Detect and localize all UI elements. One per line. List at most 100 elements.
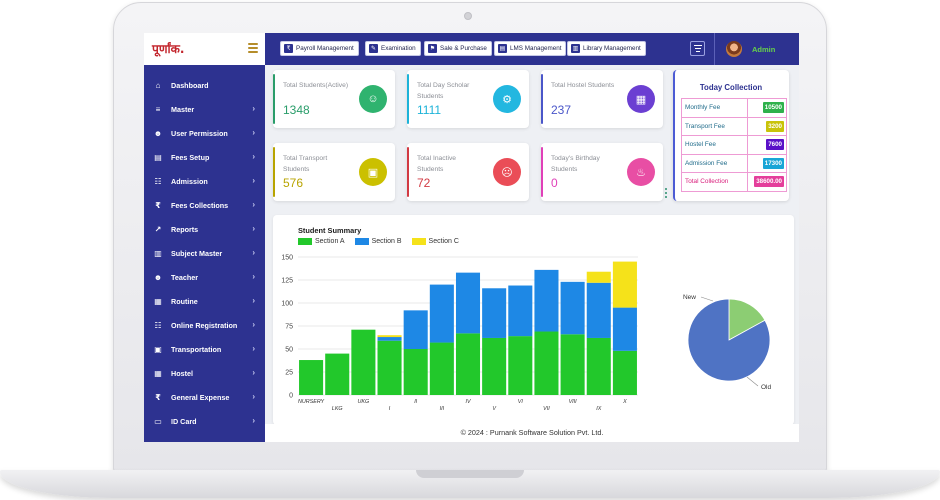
sidebar-item-transportation[interactable]: ▣ Transportation › <box>144 337 265 361</box>
top-button-label: Payroll Management <box>296 45 354 52</box>
stat-card[interactable]: Total Inactive Students 72 ☹ <box>407 143 529 201</box>
legend-label: Section B <box>371 238 402 245</box>
bar-segment-section-a[interactable] <box>429 342 454 395</box>
app-screen: पूर्णांक. ⌂ Dashboard ≡ Master › ☻ User Permis… <box>144 33 799 442</box>
top-button-sale-purchase[interactable]: ⚑ Sale & Purchase <box>424 41 492 56</box>
bar-segment-section-a[interactable] <box>482 337 507 395</box>
chevron-right-icon: › <box>252 176 255 185</box>
bar-segment-section-b[interactable] <box>586 282 611 338</box>
sidebar-item-fees-setup[interactable]: ▤ Fees Setup › <box>144 145 265 169</box>
bar-segment-section-a[interactable] <box>534 331 559 395</box>
sidebar-item-online-registration[interactable]: ☷ Online Registration › <box>144 313 265 337</box>
bar-segment-section-b[interactable] <box>612 307 637 351</box>
x-tick-label: NURSERY <box>298 399 325 405</box>
collection-value: 7600 <box>766 139 784 151</box>
more-options-icon[interactable] <box>665 188 668 200</box>
bar-segment-section-b[interactable] <box>429 284 454 343</box>
bar-segment-section-c[interactable] <box>612 261 637 308</box>
bar-segment-section-b[interactable] <box>455 272 481 334</box>
bar-segment-section-b[interactable] <box>482 288 507 338</box>
bar-segment-section-a[interactable] <box>586 337 611 395</box>
chevron-right-icon: › <box>252 368 255 377</box>
checklist-icon: ☷ <box>154 176 162 186</box>
stat-card-value: 1348 <box>283 103 310 117</box>
sidebar-item-general-expense[interactable]: ₹ General Expense › <box>144 385 265 409</box>
hamburger-menu-icon[interactable] <box>248 43 258 55</box>
bar-segment-section-c[interactable] <box>586 271 611 283</box>
stat-card-label: Today's Birthday Students <box>551 155 600 173</box>
payroll-icon: ₹ <box>284 44 293 53</box>
lms-icon: ▤ <box>498 44 507 53</box>
sidebar-item-dashboard[interactable]: ⌂ Dashboard <box>144 73 265 97</box>
chevron-right-icon: › <box>252 272 255 281</box>
sidebar-item-fees-collections[interactable]: ₹ Fees Collections › <box>144 193 265 217</box>
sidebar-item-user-permission[interactable]: ☻ User Permission › <box>144 121 265 145</box>
bar-segment-section-a[interactable] <box>351 329 376 395</box>
top-button-lms-management[interactable]: ▤ LMS Management <box>494 41 567 56</box>
sidebar-item-admission[interactable]: ☷ Admission › <box>144 169 265 193</box>
top-button-payroll-management[interactable]: ₹ Payroll Management <box>280 41 359 56</box>
bus-icon: ▣ <box>154 344 162 354</box>
top-button-examination[interactable]: ✎ Examination <box>365 41 421 56</box>
sidebar-item-routine[interactable]: ▦ Routine › <box>144 289 265 313</box>
legend-item[interactable]: Section A <box>298 238 345 245</box>
stat-card[interactable]: Total Students(Active) 1348 ☺ <box>273 70 395 128</box>
top-button-library-management[interactable]: ▥ Library Management <box>567 41 646 56</box>
top-button-label: Library Management <box>583 45 641 52</box>
bar-segment-section-a[interactable] <box>560 334 585 395</box>
sidebar-item-label: General Expense <box>171 392 230 402</box>
y-tick-label: 125 <box>281 278 293 285</box>
legend-swatch <box>298 238 312 245</box>
bar-segment-section-a[interactable] <box>325 353 350 395</box>
x-tick-label: VIII <box>569 399 578 405</box>
bar-segment-section-a[interactable] <box>508 336 533 395</box>
x-tick-label: V <box>492 406 497 412</box>
sidebar-item-label: User Permission <box>171 128 228 138</box>
bar-segment-section-b[interactable] <box>560 281 585 335</box>
sidebar-item-reports[interactable]: ↗ Reports › <box>144 217 265 241</box>
bar-segment-section-b[interactable] <box>508 285 533 337</box>
rupee-icon: ₹ <box>155 392 161 402</box>
bar-segment-section-b[interactable] <box>534 269 559 332</box>
pie-label: New <box>683 294 696 301</box>
legend-swatch <box>354 238 369 245</box>
legend-item[interactable]: Section B <box>354 238 402 245</box>
chevron-right-icon: › <box>252 296 255 305</box>
stat-card[interactable]: Total Transport Students 576 ▣ <box>273 143 395 201</box>
stat-card-value: 1111 <box>417 103 442 117</box>
credit-card-icon: ▤ <box>154 152 162 162</box>
sidebar-item-teacher[interactable]: ☻ Teacher › <box>144 265 265 289</box>
brand-logo[interactable]: पूर्णांक. <box>152 42 185 56</box>
bar-segment-section-b[interactable] <box>377 337 402 341</box>
bar-segment-section-a[interactable] <box>299 360 324 395</box>
x-tick-label: LKG <box>332 406 343 412</box>
stat-card[interactable]: Today's Birthday Students 0 ♨ <box>541 143 663 201</box>
bar-segment-section-a[interactable] <box>377 340 402 395</box>
stat-card-label: Total Hostel Students <box>551 82 615 89</box>
sidebar-item-master[interactable]: ≡ Master › <box>144 97 265 121</box>
stat-card[interactable]: Total Hostel Students 237 ▦ <box>541 70 663 128</box>
pie-slice-old[interactable] <box>687 298 771 382</box>
bar-segment-section-a[interactable] <box>455 333 481 395</box>
sidebar: पूर्णांक. ⌂ Dashboard ≡ Master › ☻ User Permis… <box>144 33 265 442</box>
sidebar-item-id-card[interactable]: ▭ ID Card › <box>144 409 265 433</box>
bar-segment-section-c[interactable] <box>377 335 402 338</box>
top-button-label: Sale & Purchase <box>440 45 487 52</box>
bar-segment-section-a[interactable] <box>612 350 637 395</box>
sidebar-item-label: Routine <box>171 296 198 306</box>
filter-icon[interactable] <box>690 41 705 56</box>
bar-segment-section-a[interactable] <box>403 349 428 395</box>
user-name[interactable]: Admin <box>752 45 776 54</box>
footer: © 2024 : Purnank Software Solution Pvt. … <box>265 424 799 442</box>
sidebar-item-subject-master[interactable]: ▥ Subject Master › <box>144 241 265 265</box>
pie-slice-new[interactable] <box>728 298 766 341</box>
stat-card-label: Total Students(Active) <box>283 82 349 89</box>
card-accent <box>407 147 409 197</box>
sidebar-item-label: Subject Master <box>171 248 223 258</box>
sidebar-item-hostel[interactable]: ▦ Hostel › <box>144 361 265 385</box>
stat-card[interactable]: Total Day Scholar Students 1111 ⚙ <box>407 70 529 128</box>
legend-item[interactable]: Section C <box>411 238 459 245</box>
bar-segment-section-b[interactable] <box>403 310 428 349</box>
avatar[interactable] <box>726 41 742 57</box>
sidebar-item-label: Teacher <box>171 272 199 282</box>
